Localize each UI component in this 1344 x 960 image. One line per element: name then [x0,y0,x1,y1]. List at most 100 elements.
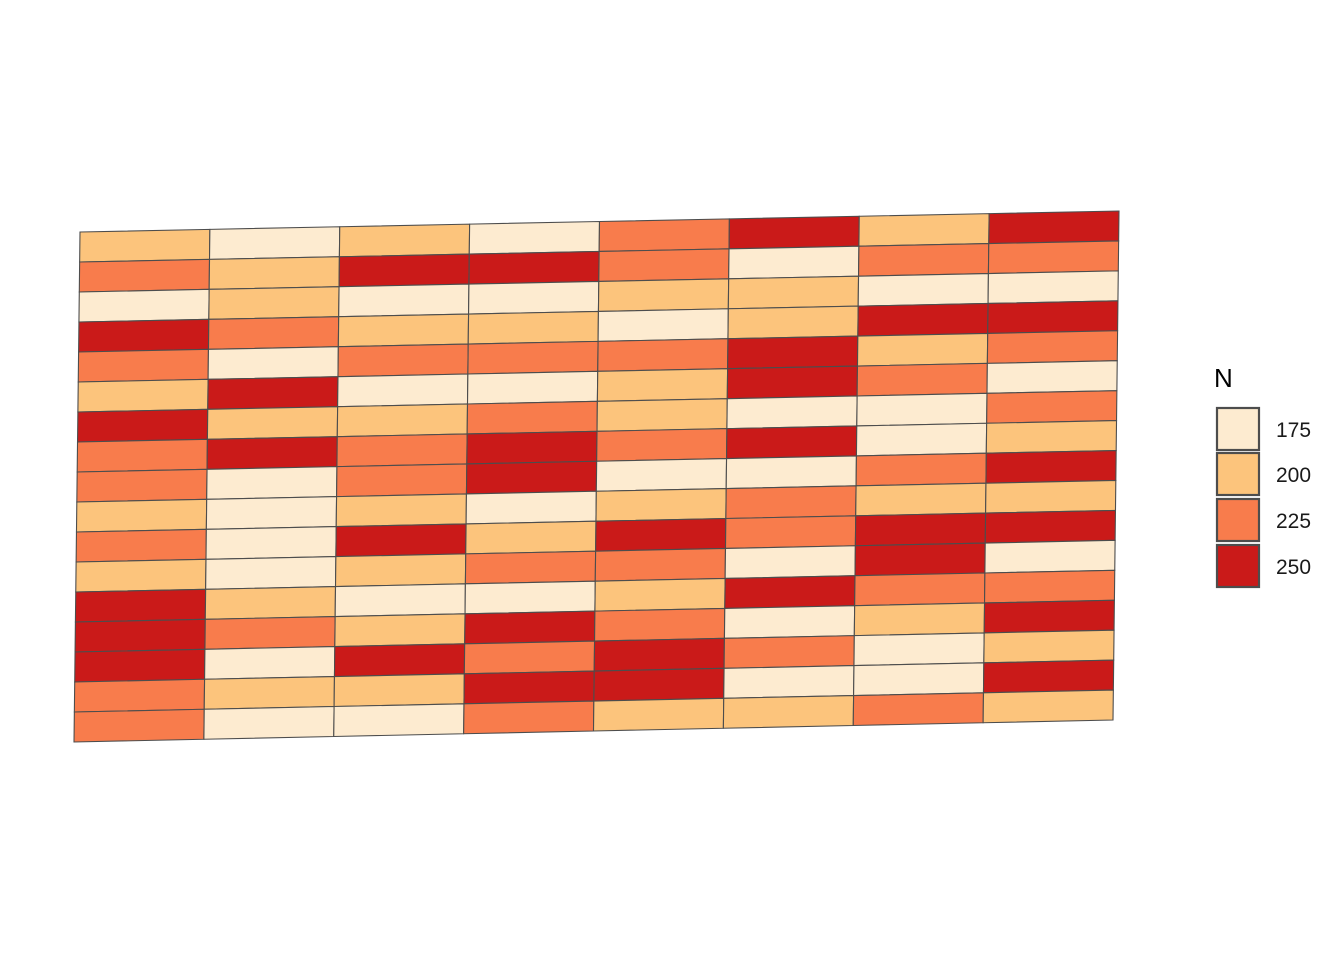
cell-r17-c3 [333,703,465,738]
cell-r13-c7 [854,572,986,607]
cell-r9-c8 [985,449,1117,484]
cell-r12-c1 [75,558,207,593]
cell-r8-c1 [76,438,208,473]
cell-r6-c5 [596,368,729,402]
cell-r3-c2 [208,286,340,320]
cell-r17-c7 [852,692,985,727]
cell-r5-c7 [856,332,989,367]
legend-item-200: 200 [1215,451,1311,497]
cell-r7-c2 [206,406,339,440]
cell-r8-c4 [466,430,598,465]
cell-r5-c1 [77,348,210,383]
cell-r4-c6 [727,305,859,340]
cell-r5-c4 [467,340,599,375]
cell-r15-c6 [723,635,855,669]
cell-r5-c3 [337,343,469,378]
legend-swatch-200 [1215,451,1261,497]
cell-r11-c6 [724,515,857,550]
cell-r6-c3 [337,373,469,408]
cell-r7-c7 [856,392,988,427]
cell-r8-c7 [855,422,988,457]
cell-r11-c7 [854,512,987,547]
cell-r4-c2 [207,316,340,350]
cell-r5-c5 [597,338,729,372]
cell-r17-c6 [722,694,855,729]
cell-r11-c3 [335,523,467,558]
cell-r7-c6 [726,395,858,430]
cell-r11-c1 [75,528,207,563]
cell-r17-c2 [203,705,335,740]
cell-r2-c5 [598,248,730,283]
legend-swatch-175 [1215,406,1261,452]
cell-r8-c5 [596,428,728,462]
cell-r12-c8 [984,539,1116,574]
cell-r10-c4 [465,490,597,525]
cell-r2-c6 [728,245,860,280]
cell-r13-c6 [724,575,856,609]
cell-r4-c3 [337,313,470,348]
cell-r15-c2 [204,645,336,680]
cell-r2-c7 [857,243,990,277]
cell-r5-c2 [207,346,339,380]
cell-r3-c1 [78,288,210,323]
plot-grid [73,210,1120,743]
cell-r15-c1 [74,648,206,683]
cell-r10-c1 [75,498,208,533]
cell-r13-c5 [594,577,726,612]
cell-r4-c4 [467,310,599,345]
cell-r13-c1 [74,588,207,623]
cell-r5-c8 [986,330,1119,364]
cell-r7-c4 [466,400,598,435]
cell-r8-c2 [206,436,338,470]
cell-r1-c3 [338,223,471,258]
cell-r11-c2 [205,526,337,560]
cell-r2-c3 [338,253,470,288]
cell-r3-c3 [338,283,470,318]
cell-r1-c8 [988,210,1120,245]
cell-r1-c6 [728,215,860,250]
cell-r14-c5 [594,607,726,642]
cell-r9-c2 [206,466,338,500]
cell-r11-c4 [465,520,597,555]
cell-r1-c5 [598,218,730,253]
legend-label-250: 250 [1276,556,1311,579]
cell-r12-c3 [334,553,467,588]
cell-r2-c4 [468,250,600,285]
cell-r16-c2 [203,675,336,710]
cell-r16-c3 [333,673,465,708]
cell-r14-c6 [723,605,856,639]
legend-label-200: 200 [1276,464,1311,487]
cell-r3-c6 [727,275,860,310]
cell-r9-c4 [465,460,598,495]
cell-r12-c6 [724,545,856,579]
cell-r5-c6 [727,335,859,370]
cell-r9-c3 [336,463,468,498]
cell-r10-c5 [595,487,727,522]
cell-r4-c5 [597,308,729,342]
cell-r9-c6 [725,455,857,490]
cell-r9-c1 [76,468,208,503]
cell-r13-c3 [334,583,466,618]
cell-r13-c8 [983,569,1116,604]
cell-r1-c1 [79,228,211,263]
cell-r10-c2 [205,496,338,530]
cell-r3-c4 [468,280,600,315]
cell-r16-c5 [593,667,725,702]
legend-label-225: 225 [1276,510,1311,533]
cell-r7-c5 [596,398,728,432]
cell-r16-c1 [73,678,206,713]
cell-r15-c8 [983,629,1115,664]
cell-r14-c7 [853,602,986,637]
legend-swatch-250 [1215,543,1261,589]
legend-swatch-225 [1215,497,1261,543]
legend-item-250: 250 [1215,543,1311,589]
cell-r15-c4 [463,640,596,675]
legend-item-225: 225 [1215,497,1311,543]
cell-r16-c8 [982,659,1115,694]
cell-r16-c6 [723,665,855,699]
cell-r14-c8 [983,599,1115,634]
cell-r15-c7 [853,632,985,667]
cell-r9-c7 [855,452,987,487]
cell-r14-c2 [204,615,336,650]
cell-r12-c4 [464,550,597,585]
